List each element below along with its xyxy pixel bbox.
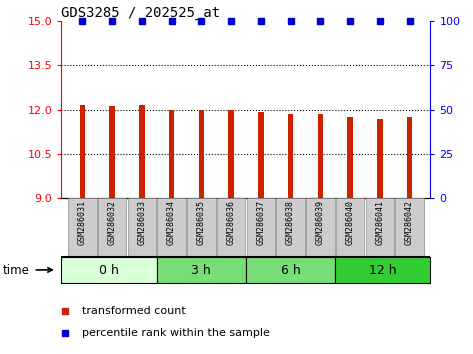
Bar bbox=[79, 105, 85, 198]
Text: time: time bbox=[2, 264, 29, 276]
Text: 3 h: 3 h bbox=[192, 264, 211, 277]
Bar bbox=[335, 257, 430, 283]
Text: transformed count: transformed count bbox=[82, 306, 185, 316]
Bar bbox=[306, 198, 334, 257]
Bar bbox=[347, 116, 353, 198]
Text: GSM286033: GSM286033 bbox=[137, 200, 146, 245]
Text: GSM286042: GSM286042 bbox=[405, 200, 414, 245]
Bar bbox=[258, 112, 263, 198]
Bar bbox=[246, 198, 275, 257]
Text: GSM286034: GSM286034 bbox=[167, 200, 176, 245]
Text: GSM286038: GSM286038 bbox=[286, 200, 295, 245]
Bar bbox=[109, 105, 115, 198]
Bar bbox=[276, 198, 305, 257]
Bar bbox=[407, 116, 412, 198]
Bar bbox=[228, 110, 234, 198]
Bar bbox=[199, 110, 204, 198]
Bar bbox=[187, 198, 216, 257]
Bar bbox=[68, 198, 96, 257]
Text: 6 h: 6 h bbox=[280, 264, 300, 277]
Bar bbox=[98, 198, 126, 257]
Bar bbox=[336, 198, 364, 257]
Bar bbox=[139, 105, 145, 198]
Bar bbox=[395, 198, 424, 257]
Text: GSM286041: GSM286041 bbox=[376, 200, 385, 245]
Bar bbox=[318, 114, 323, 198]
Bar bbox=[366, 198, 394, 257]
Bar bbox=[246, 257, 335, 283]
Bar bbox=[128, 198, 156, 257]
Bar bbox=[157, 257, 246, 283]
Bar bbox=[288, 114, 293, 198]
Text: GSM286031: GSM286031 bbox=[78, 200, 87, 245]
Text: GSM286039: GSM286039 bbox=[316, 200, 325, 245]
Text: GSM286036: GSM286036 bbox=[227, 200, 236, 245]
Bar bbox=[217, 198, 245, 257]
Text: GSM286032: GSM286032 bbox=[107, 200, 116, 245]
Text: GSM286035: GSM286035 bbox=[197, 200, 206, 245]
Text: GSM286037: GSM286037 bbox=[256, 200, 265, 245]
Text: GDS3285 / 202525_at: GDS3285 / 202525_at bbox=[61, 6, 220, 20]
Text: 0 h: 0 h bbox=[99, 264, 119, 277]
Bar bbox=[158, 198, 186, 257]
Text: GSM286040: GSM286040 bbox=[346, 200, 355, 245]
Bar bbox=[377, 119, 383, 198]
Bar bbox=[61, 257, 157, 283]
Bar bbox=[169, 110, 174, 198]
Text: 12 h: 12 h bbox=[369, 264, 397, 277]
Text: percentile rank within the sample: percentile rank within the sample bbox=[82, 328, 270, 338]
